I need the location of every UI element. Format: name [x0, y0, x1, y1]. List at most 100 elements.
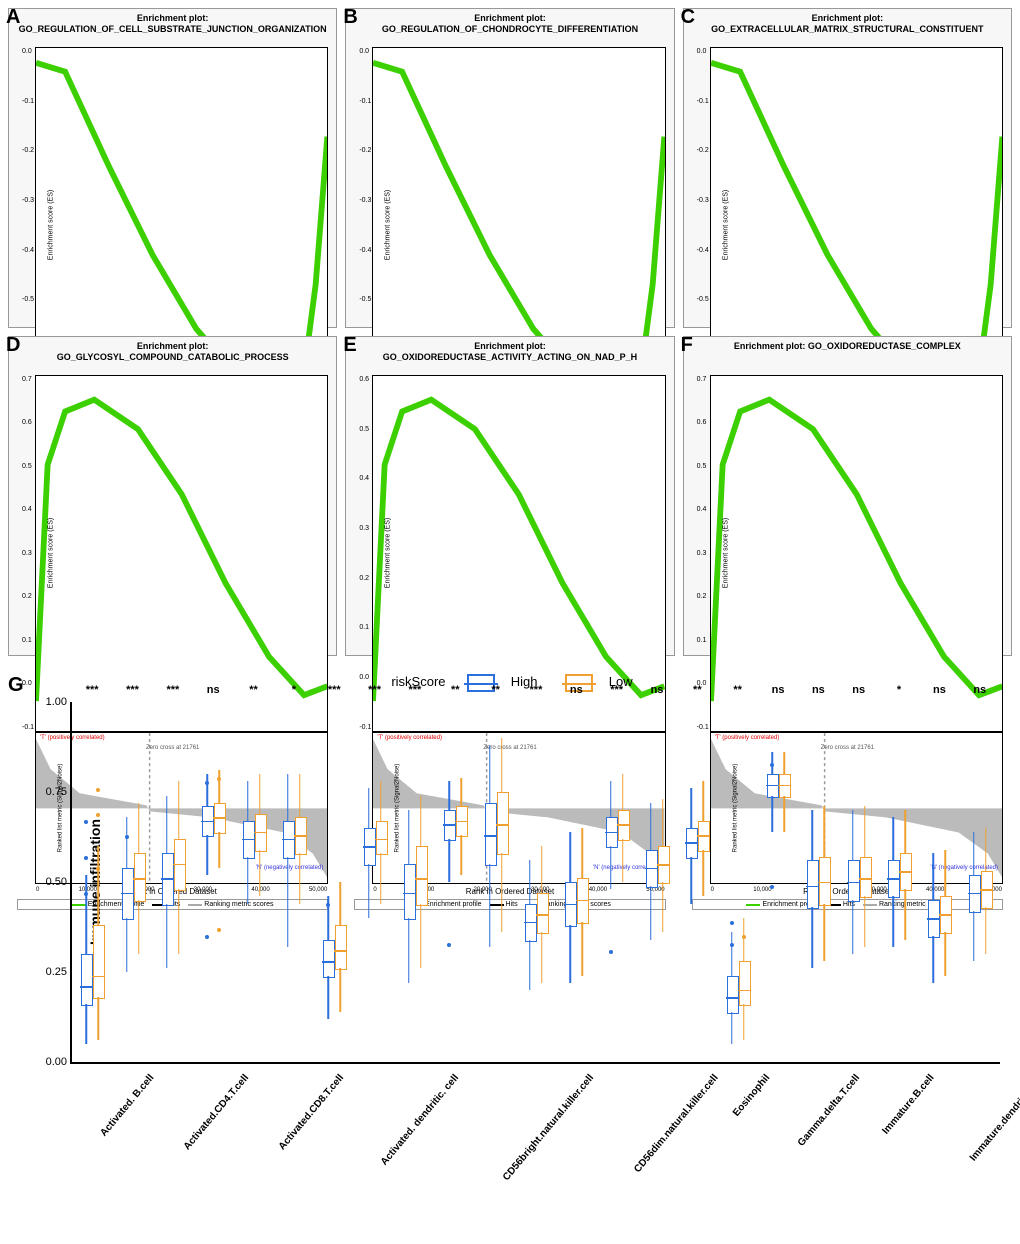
significance: ***	[596, 684, 636, 696]
boxplot-box	[81, 954, 91, 1006]
cell-column: ***	[596, 702, 636, 1062]
boxplot-box	[819, 857, 829, 906]
boxplot-box	[283, 821, 293, 859]
significance: ***	[314, 684, 354, 696]
cell-label: Immature.B.cell	[880, 1072, 936, 1136]
gsea-plot: Enrichment plot:GO_REGULATION_OF_CHONDRO…	[345, 8, 674, 328]
cell-label: Gamma.delta.T.cell	[796, 1072, 862, 1148]
gsea-title: Enrichment plot:GO_OXIDOREDUCTASE_ACTIVI…	[350, 341, 669, 373]
es-ylabel: Enrichment score (ES)	[722, 190, 729, 260]
cell-label: Activated. dendritic. cell	[379, 1072, 461, 1167]
boxplot-box	[969, 875, 979, 913]
significance: **	[233, 684, 273, 696]
significance: ns	[758, 684, 798, 696]
boxplot-box	[739, 961, 749, 1006]
boxplot-xlabels: Activated. B.cellActivated.CD4.T.cellAct…	[70, 1064, 1000, 1075]
panel-label: A	[6, 6, 20, 29]
boxplot-box	[767, 774, 777, 798]
boxplot-box	[686, 828, 696, 859]
boxplot-box	[606, 817, 616, 848]
panel-f: F Enrichment plot: GO_OXIDOREDUCTASE_COM…	[683, 336, 1012, 656]
ytick: 1.00	[46, 696, 67, 708]
significance: ***	[153, 684, 193, 696]
es-ylabel: Enrichment score (ES)	[722, 518, 729, 588]
cell-label: CD56bright.natural.killer.cell	[501, 1072, 596, 1183]
boxplot-box	[618, 810, 628, 841]
panel-label: E	[343, 334, 356, 357]
gsea-plot: Enrichment plot:GO_EXTRACELLULAR_MATRIX_…	[683, 8, 1012, 328]
cell-column: ns	[798, 702, 838, 1062]
cell-label: Immature.dendritic.cell	[967, 1072, 1020, 1163]
significance: *	[879, 684, 919, 696]
significance: ***	[354, 684, 394, 696]
significance: ns	[556, 684, 596, 696]
panel-d: D Enrichment plot:GO_GLYCOSYL_COMPOUND_C…	[8, 336, 337, 656]
cell-label: Activated.CD4.T.cell	[182, 1072, 252, 1152]
boxplot-cells: *** *** ***	[72, 702, 1000, 1062]
gsea-plot: Enrichment plot:GO_OXIDOREDUCTASE_ACTIVI…	[345, 336, 674, 656]
cell-column: ns	[960, 702, 1000, 1062]
boxplot-box	[134, 853, 144, 902]
cell-column: **	[718, 702, 758, 1062]
significance: ***	[516, 684, 556, 696]
boxplot-box	[174, 839, 184, 891]
gsea-title: Enrichment plot:GO_EXTRACELLULAR_MATRIX_…	[688, 13, 1007, 45]
cell-column: *	[274, 702, 314, 1062]
boxplot-box	[335, 925, 345, 970]
panel-b: B Enrichment plot:GO_REGULATION_OF_CHOND…	[345, 8, 674, 328]
boxplot-box	[848, 860, 858, 902]
es-ylabel: Enrichment score (ES)	[385, 518, 392, 588]
boxplot-box	[646, 850, 656, 888]
boxplot-box	[537, 893, 547, 935]
boxplot-box	[444, 810, 454, 841]
cell-column: *	[879, 702, 919, 1062]
significance: **	[435, 684, 475, 696]
cell-column: **	[435, 702, 475, 1062]
cell-column: ns	[637, 702, 677, 1062]
boxplot-section: G riskScore High Low Immune infiltration…	[0, 674, 1020, 1085]
boxplot-box	[416, 846, 426, 906]
ytick: 0.25	[46, 966, 67, 978]
significance: ns	[919, 684, 959, 696]
gsea-plot: Enrichment plot:GO_GLYCOSYL_COMPOUND_CAT…	[8, 336, 337, 656]
panel-c: C Enrichment plot:GO_EXTRACELLULAR_MATRI…	[683, 8, 1012, 328]
cell-column: ns	[839, 702, 879, 1062]
gsea-plot: Enrichment plot:GO_REGULATION_OF_CELL_SU…	[8, 8, 337, 328]
significance: **	[677, 684, 717, 696]
es-ylabel: Enrichment score (ES)	[385, 190, 392, 260]
boxplot-box	[497, 792, 507, 855]
significance: **	[475, 684, 515, 696]
ytick: 0.50	[46, 876, 67, 888]
significance: ***	[112, 684, 152, 696]
boxplot-box	[323, 940, 333, 978]
es-ylabel: Enrichment score (ES)	[48, 518, 55, 588]
significance: ***	[72, 684, 112, 696]
boxplot-box	[255, 814, 265, 852]
gsea-title: Enrichment plot:GO_REGULATION_OF_CHONDRO…	[350, 13, 669, 45]
boxplot-box	[243, 821, 253, 859]
significance: ns	[839, 684, 879, 696]
boxplot-box	[698, 821, 708, 852]
cell-column: ***	[516, 702, 556, 1062]
boxplot-box	[658, 846, 668, 884]
boxplot-box	[779, 774, 789, 798]
boxplot-box	[295, 817, 305, 855]
gsea-title: Enrichment plot: GO_OXIDOREDUCTASE_COMPL…	[688, 341, 1007, 373]
panel-a: A Enrichment plot:GO_REGULATION_OF_CELL_…	[8, 8, 337, 328]
boxplot-box	[940, 896, 950, 934]
cell-column: **	[233, 702, 273, 1062]
cell-column: ns	[556, 702, 596, 1062]
boxplot-box	[900, 853, 910, 891]
boxplot-box	[162, 853, 172, 905]
boxplot-box	[727, 976, 737, 1014]
cell-column: ns	[758, 702, 798, 1062]
boxplot-plot: Immune infiltration 0.000.250.500.751.00…	[70, 702, 1000, 1064]
boxplot-box	[577, 878, 587, 923]
boxplot-box	[93, 925, 103, 999]
significance: ns	[960, 684, 1000, 696]
cell-label: Activated. B.cell	[98, 1072, 156, 1138]
boxplot-box	[376, 821, 386, 855]
panel-e: E Enrichment plot:GO_OXIDOREDUCTASE_ACTI…	[345, 336, 674, 656]
boxplot-box	[888, 860, 898, 898]
ytick: 0.00	[46, 1056, 67, 1068]
